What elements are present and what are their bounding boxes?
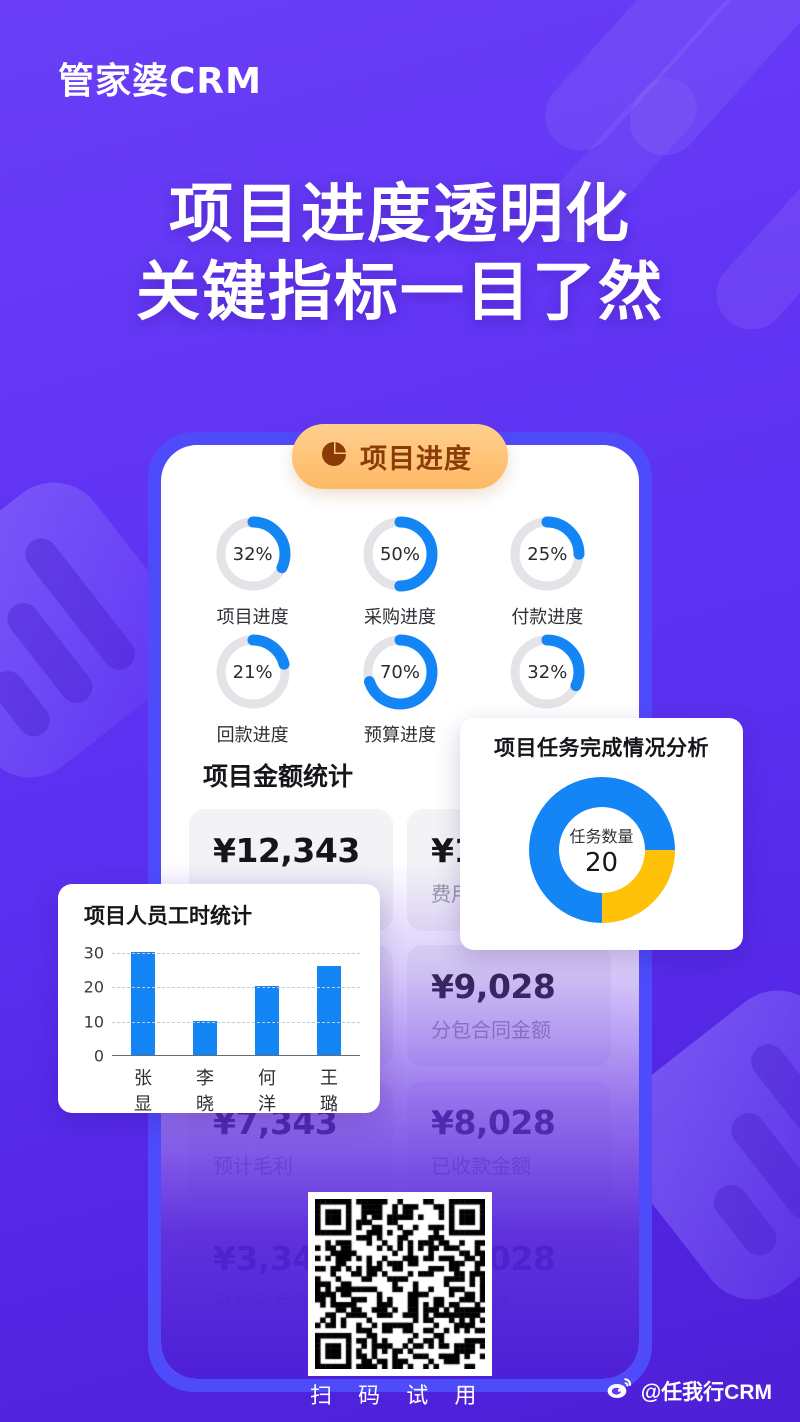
progress-value: 32% bbox=[232, 543, 273, 565]
member-hours-card: 项目人员工时统计 0 10 20 30 张显 李晓 何洋 王璐 bbox=[58, 884, 380, 1114]
x-axis-labels: 张显 李晓 何洋 王璐 bbox=[112, 1064, 360, 1116]
progress-label: 项目进度 bbox=[216, 607, 289, 627]
progress-value: 32% bbox=[527, 661, 568, 683]
task-completion-card: 项目任务完成情况分析 任务数量 20 bbox=[460, 718, 743, 950]
amount-card: ¥8,028 已收款金额 bbox=[407, 1081, 611, 1203]
gridline bbox=[112, 987, 360, 989]
headline-line-1: 项目进度透明化 bbox=[169, 178, 631, 252]
plot-area bbox=[112, 946, 360, 1056]
progress-value: 25% bbox=[527, 543, 568, 565]
amount-label: 预计毛利 bbox=[213, 1156, 293, 1178]
progress-ring: 25% bbox=[508, 515, 586, 593]
project-progress-badge[interactable]: 项目进度 bbox=[292, 424, 508, 489]
qr-code[interactable] bbox=[308, 1192, 492, 1376]
weibo-handle-text: @任我行CRM bbox=[640, 1381, 772, 1404]
qr-caption: 扫 码 试 用 bbox=[310, 1383, 487, 1408]
bar-张显 bbox=[131, 951, 155, 1055]
progress-ring-3: 25% 付款进度 bbox=[474, 515, 621, 629]
qr-code-image bbox=[315, 1199, 485, 1369]
progress-ring-grid: 32%项目进度50%采购进度25%付款进度21%回款进度70%预算进度32%子项… bbox=[161, 515, 639, 747]
y-tick: 20 bbox=[83, 977, 104, 997]
y-tick: 10 bbox=[83, 1012, 104, 1032]
y-tick: 30 bbox=[83, 943, 104, 963]
amount-value: ¥12,343 bbox=[213, 831, 360, 870]
hours-bar-chart: 0 10 20 30 张显 李晓 何洋 王璐 bbox=[72, 943, 364, 1114]
x-tick-label: 何洋 bbox=[258, 1068, 276, 1114]
x-tick-label: 张显 bbox=[134, 1068, 152, 1114]
amount-card: ¥9,028 分包合同金额 bbox=[407, 945, 611, 1067]
bar-何洋 bbox=[255, 986, 279, 1055]
donut-center-value: 20 bbox=[584, 847, 619, 878]
amount-label: 分包合同金额 bbox=[431, 1020, 551, 1042]
progress-ring-1: 32% 项目进度 bbox=[179, 515, 326, 629]
bar-李晓 bbox=[193, 1020, 217, 1055]
donut-center-text: 任务数量 20 bbox=[522, 770, 682, 930]
bar-王璐 bbox=[317, 965, 341, 1055]
gridline bbox=[112, 1021, 360, 1023]
x-tick-label: 李晓 bbox=[196, 1068, 214, 1114]
footer: 扫 码 试 用 @任我行CRM bbox=[0, 1374, 800, 1414]
progress-label: 付款进度 bbox=[511, 607, 584, 627]
headline-line-2: 关键指标一目了然 bbox=[136, 256, 664, 330]
weibo-handle[interactable]: @任我行CRM bbox=[607, 1376, 772, 1406]
x-tick-label: 王璐 bbox=[320, 1068, 338, 1114]
y-tick: 0 bbox=[93, 1046, 104, 1066]
task-donut-chart: 任务数量 20 bbox=[522, 770, 682, 930]
gridline bbox=[112, 952, 360, 954]
progress-ring-5: 70% 预算进度 bbox=[326, 633, 473, 747]
amount-value: ¥8,028 bbox=[431, 1103, 556, 1142]
task-card-title: 项目任务完成情况分析 bbox=[494, 737, 709, 760]
badge-label: 项目进度 bbox=[360, 444, 472, 474]
progress-value: 70% bbox=[379, 661, 420, 683]
hours-card-title: 项目人员工时统计 bbox=[84, 905, 252, 928]
page-title: 项目进度透明化 关键指标一目了然 bbox=[0, 176, 800, 332]
progress-value: 50% bbox=[379, 543, 420, 565]
weibo-icon bbox=[607, 1377, 633, 1405]
progress-ring: 50% bbox=[361, 515, 439, 593]
brand-logo: 管家婆CRM bbox=[58, 61, 262, 102]
amount-value: ¥9,028 bbox=[431, 967, 556, 1006]
progress-label: 回款进度 bbox=[216, 725, 289, 745]
progress-ring: 32% bbox=[508, 633, 586, 711]
amount-label: 已收款金额 bbox=[431, 1156, 531, 1178]
amounts-section-title: 项目金额统计 bbox=[203, 763, 354, 791]
progress-value: 21% bbox=[232, 661, 273, 683]
progress-ring: 70% bbox=[361, 633, 439, 711]
progress-label: 预算进度 bbox=[363, 725, 436, 745]
y-axis-ticks: 0 10 20 30 bbox=[72, 943, 104, 1065]
progress-ring-2: 50% 采购进度 bbox=[326, 515, 473, 629]
pie-chart-icon bbox=[320, 440, 348, 473]
progress-ring: 32% bbox=[214, 515, 292, 593]
progress-ring: 21% bbox=[214, 633, 292, 711]
donut-center-label: 任务数量 bbox=[569, 828, 634, 846]
progress-label: 采购进度 bbox=[363, 607, 436, 627]
progress-ring-4: 21% 回款进度 bbox=[179, 633, 326, 747]
